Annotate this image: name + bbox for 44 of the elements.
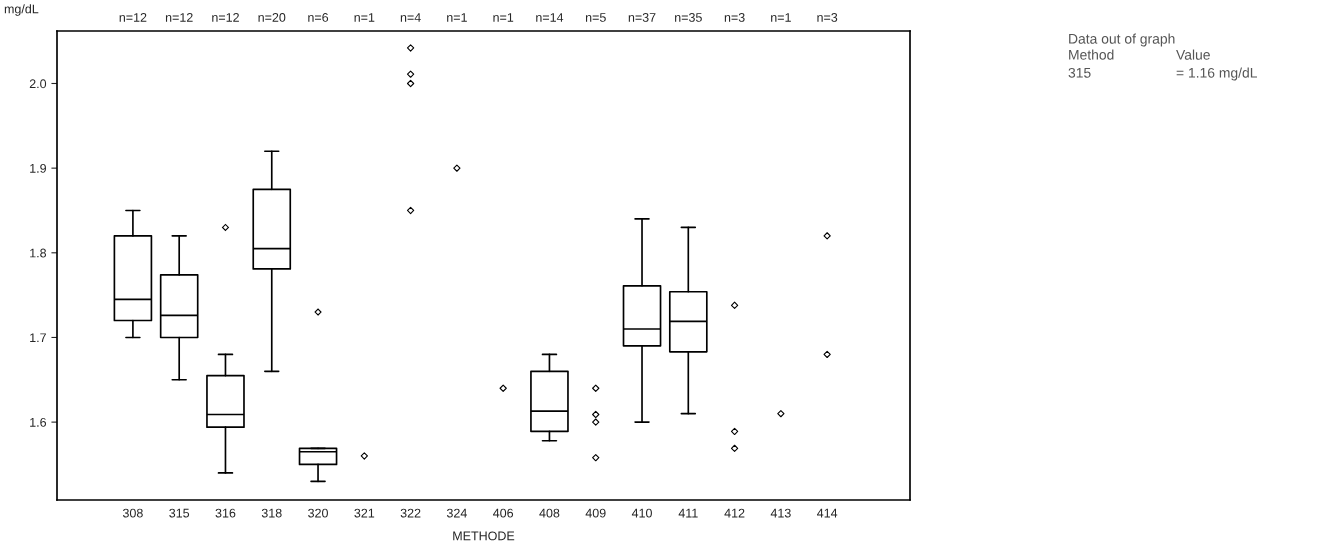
y-tick-label: 1.8 [30,248,47,258]
text: n=37 [628,13,656,22]
text: n=3 [724,13,745,22]
text: n=14 [536,13,564,22]
x-tick-label: 413 [770,508,791,518]
x-tick-label: 414 [817,508,838,518]
x-tick-label: 321 [354,508,375,518]
x-tick-label: 412 [724,508,745,518]
x-tick-label: 316 [215,508,236,518]
text: = 1.16 mg/dL [1176,67,1257,81]
text: n=1 [447,13,467,22]
x-tick-label: 322 [400,508,421,518]
text: n=6 [308,13,329,22]
y-tick-label: 1.7 [30,333,46,342]
x-tick-label: 406 [493,508,514,518]
text: n=1 [771,13,791,22]
text: n=12 [119,13,147,22]
text: n=5 [585,13,606,22]
text: 315 [1068,67,1091,78]
x-tick-label: 409 [585,508,606,518]
text: n=35 [675,13,702,22]
x-tick-label: 315 [169,508,190,518]
y-tick-label: 1.6 [30,417,47,427]
x-tick-label: 411 [678,508,698,518]
x-tick-label: 324 [446,508,467,518]
y-axis-title: mg/dL [4,4,39,16]
y-tick-label: 2.0 [29,79,47,89]
text: Data out of graph [1069,33,1175,47]
text: n=12 [165,13,193,22]
x-tick-label: 408 [539,508,560,518]
text: n=1 [493,13,514,22]
x-tick-label: 308 [122,508,143,518]
y-tick-label: 1.9 [30,163,46,173]
text: n=12 [212,13,239,22]
x-tick-label: 410 [631,508,652,518]
text: Method [1069,49,1114,60]
text: Value [1176,49,1210,60]
x-tick-label: 318 [261,508,282,518]
text: n=3 [817,13,838,22]
text: n=4 [400,13,421,22]
x-tick-label: 320 [308,508,328,518]
text: n=20 [258,13,286,22]
x-axis-title: METHODE [453,531,515,541]
text: n=1 [354,13,375,22]
